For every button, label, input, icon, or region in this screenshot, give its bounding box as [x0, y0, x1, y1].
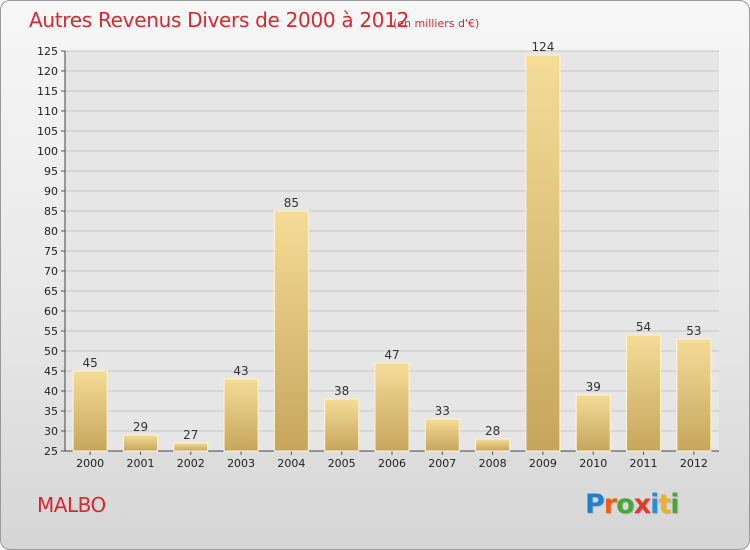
- y-tick-label: 75: [44, 245, 58, 258]
- value-label-2008: 28: [485, 424, 500, 438]
- bar-2008: [475, 438, 511, 452]
- y-tick-label: 90: [44, 185, 58, 198]
- x-tick-label-2007: 2007: [428, 457, 456, 470]
- value-label-2006: 47: [384, 348, 399, 362]
- value-label-2002: 27: [183, 428, 198, 442]
- bar-2001: [122, 434, 158, 452]
- bar-2003: [223, 378, 259, 452]
- x-tick-label-2009: 2009: [529, 457, 557, 470]
- y-tick-label: 25: [44, 445, 58, 458]
- y-tick-label: 85: [44, 205, 58, 218]
- y-tick-label: 65: [44, 285, 58, 298]
- y-tick-label: 50: [44, 345, 58, 358]
- y-tick-label: 80: [44, 225, 58, 238]
- chart-subtitle: (en milliers d'€): [393, 17, 480, 30]
- y-tick-label: 100: [37, 145, 58, 158]
- y-tick-label: 60: [44, 305, 58, 318]
- value-label-2010: 39: [586, 380, 601, 394]
- y-tick-label: 105: [37, 125, 58, 138]
- bar-2012: [676, 338, 712, 452]
- y-tick-label: 70: [44, 265, 58, 278]
- bar-2011: [626, 334, 662, 452]
- value-label-2000: 45: [83, 356, 98, 370]
- x-tick-label-2012: 2012: [680, 457, 708, 470]
- value-label-2009: 124: [531, 40, 554, 54]
- value-label-2011: 54: [636, 320, 651, 334]
- data-labels: 45 29 27 43 85 38 47 33 28 124 39 54 53: [83, 40, 702, 442]
- bar-2002: [173, 442, 209, 452]
- axes: 25 30 35 40 45 50 55 60 65 70 75 80 85 90 95 100 105 110 1…: [37, 45, 719, 470]
- y-tick-label: 115: [37, 85, 58, 98]
- bar-2009: [525, 54, 561, 452]
- commune-name: MALBO: [37, 493, 106, 517]
- bars: [72, 54, 712, 452]
- value-label-2003: 43: [233, 364, 248, 378]
- y-tick-label: 55: [44, 325, 58, 338]
- x-tick-label-2011: 2011: [630, 457, 658, 470]
- bar-2010: [575, 394, 611, 452]
- value-label-2012: 53: [686, 324, 701, 338]
- y-tick-label: 95: [44, 165, 58, 178]
- proxiti-logo: Proxiti: [585, 489, 680, 520]
- y-tick-label: 35: [44, 405, 58, 418]
- bar-2005: [324, 398, 360, 452]
- x-tick-label-2004: 2004: [277, 457, 305, 470]
- x-tick-label-2003: 2003: [227, 457, 255, 470]
- y-tick-label: 125: [37, 45, 58, 58]
- x-tick-label-2001: 2001: [126, 457, 154, 470]
- x-tick-label-2008: 2008: [479, 457, 507, 470]
- bar-2000: [72, 370, 108, 452]
- y-tick-label: 40: [44, 385, 58, 398]
- value-label-2007: 33: [435, 404, 450, 418]
- chart-title: Autres Revenus Divers de 2000 à 2012: [29, 8, 410, 32]
- y-tick-label: 120: [37, 65, 58, 78]
- x-tick-label-2006: 2006: [378, 457, 406, 470]
- bar-2006: [374, 362, 410, 452]
- y-tick-label: 45: [44, 365, 58, 378]
- value-label-2001: 29: [133, 420, 148, 434]
- bar-2004: [273, 210, 309, 452]
- x-tick-label-2005: 2005: [328, 457, 356, 470]
- y-tick-label: 30: [44, 425, 58, 438]
- x-tick-label-2002: 2002: [177, 457, 205, 470]
- y-tick-label: 110: [37, 105, 58, 118]
- value-label-2004: 85: [284, 196, 299, 210]
- bar-2007: [424, 418, 460, 452]
- value-label-2005: 38: [334, 384, 349, 398]
- x-tick-label-2000: 2000: [76, 457, 104, 470]
- x-tick-label-2010: 2010: [579, 457, 607, 470]
